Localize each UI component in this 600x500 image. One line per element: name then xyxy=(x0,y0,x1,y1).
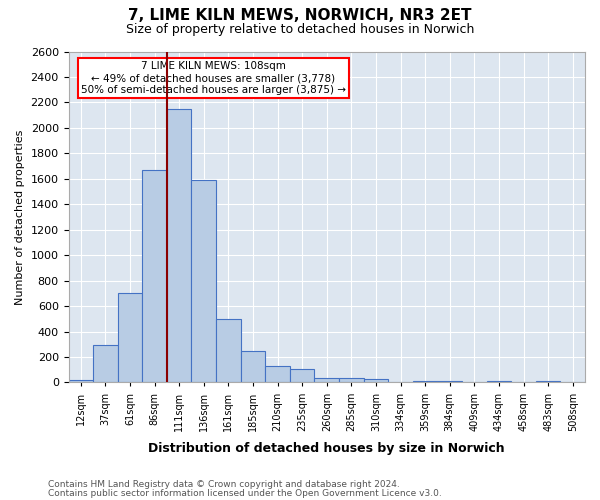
Bar xyxy=(191,180,216,382)
Bar xyxy=(167,109,191,382)
Bar xyxy=(290,369,314,382)
Y-axis label: Number of detached properties: Number of detached properties xyxy=(15,130,25,304)
Bar xyxy=(314,378,339,382)
Bar xyxy=(364,380,388,382)
Bar xyxy=(536,380,560,382)
Bar xyxy=(339,378,364,382)
X-axis label: Distribution of detached houses by size in Norwich: Distribution of detached houses by size … xyxy=(148,442,505,455)
Bar xyxy=(437,381,462,382)
Bar xyxy=(487,381,511,382)
Bar xyxy=(241,352,265,382)
Bar xyxy=(118,294,142,382)
Bar xyxy=(142,170,167,382)
Bar xyxy=(68,380,93,382)
Text: Contains public sector information licensed under the Open Government Licence v3: Contains public sector information licen… xyxy=(48,488,442,498)
Bar xyxy=(93,344,118,383)
Text: 7 LIME KILN MEWS: 108sqm
← 49% of detached houses are smaller (3,778)
50% of sem: 7 LIME KILN MEWS: 108sqm ← 49% of detach… xyxy=(80,62,346,94)
Text: Contains HM Land Registry data © Crown copyright and database right 2024.: Contains HM Land Registry data © Crown c… xyxy=(48,480,400,489)
Text: Size of property relative to detached houses in Norwich: Size of property relative to detached ho… xyxy=(126,22,474,36)
Text: 7, LIME KILN MEWS, NORWICH, NR3 2ET: 7, LIME KILN MEWS, NORWICH, NR3 2ET xyxy=(128,8,472,22)
Bar xyxy=(265,366,290,382)
Bar xyxy=(216,319,241,382)
Bar xyxy=(413,381,437,382)
